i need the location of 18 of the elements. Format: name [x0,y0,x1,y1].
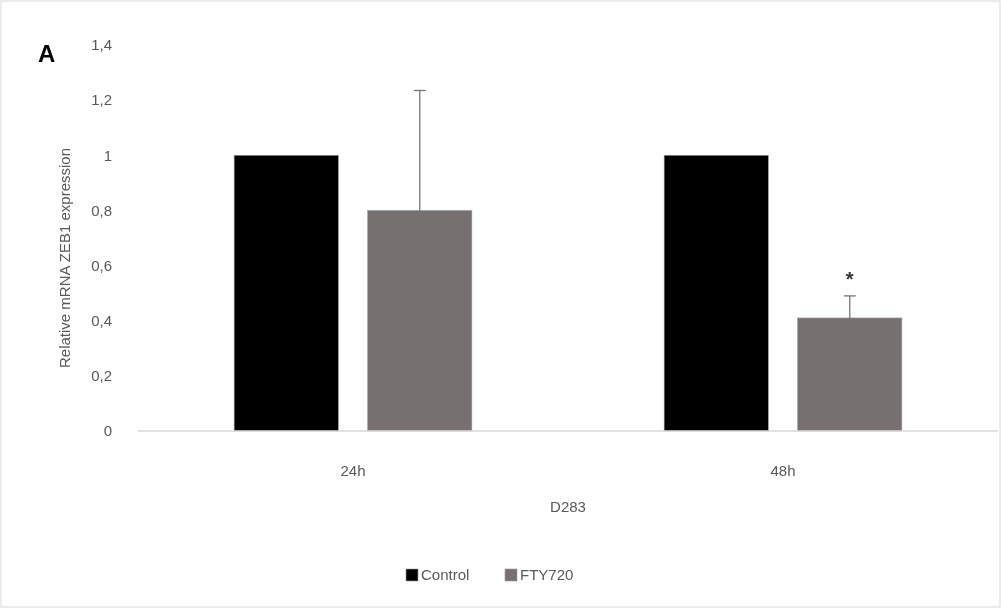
x-tick-label: 24h [340,462,366,479]
y-tick-label: 0,6 [91,256,112,274]
y-axis-title: Relative mRNA ZEB1 expression [56,147,73,369]
annotation: * [845,267,854,290]
y-tick-label: 1 [103,146,112,164]
chart-title: A [38,40,56,67]
y-tick-label: 0 [103,422,112,440]
y-tick-label: 0,2 [91,367,112,385]
bar [663,154,769,432]
y-tick-label: 1,2 [91,91,112,109]
x-tick-label: 48h [770,462,796,479]
legend-label: Control [421,566,470,584]
y-tick-label: 1,4 [91,36,112,54]
x-axis-title: D283 [550,498,586,515]
bar [233,154,339,432]
legend-label: FTY720 [520,566,574,584]
y-tick-label: 0,8 [91,201,112,219]
y-tick-label: 0,4 [91,311,112,329]
